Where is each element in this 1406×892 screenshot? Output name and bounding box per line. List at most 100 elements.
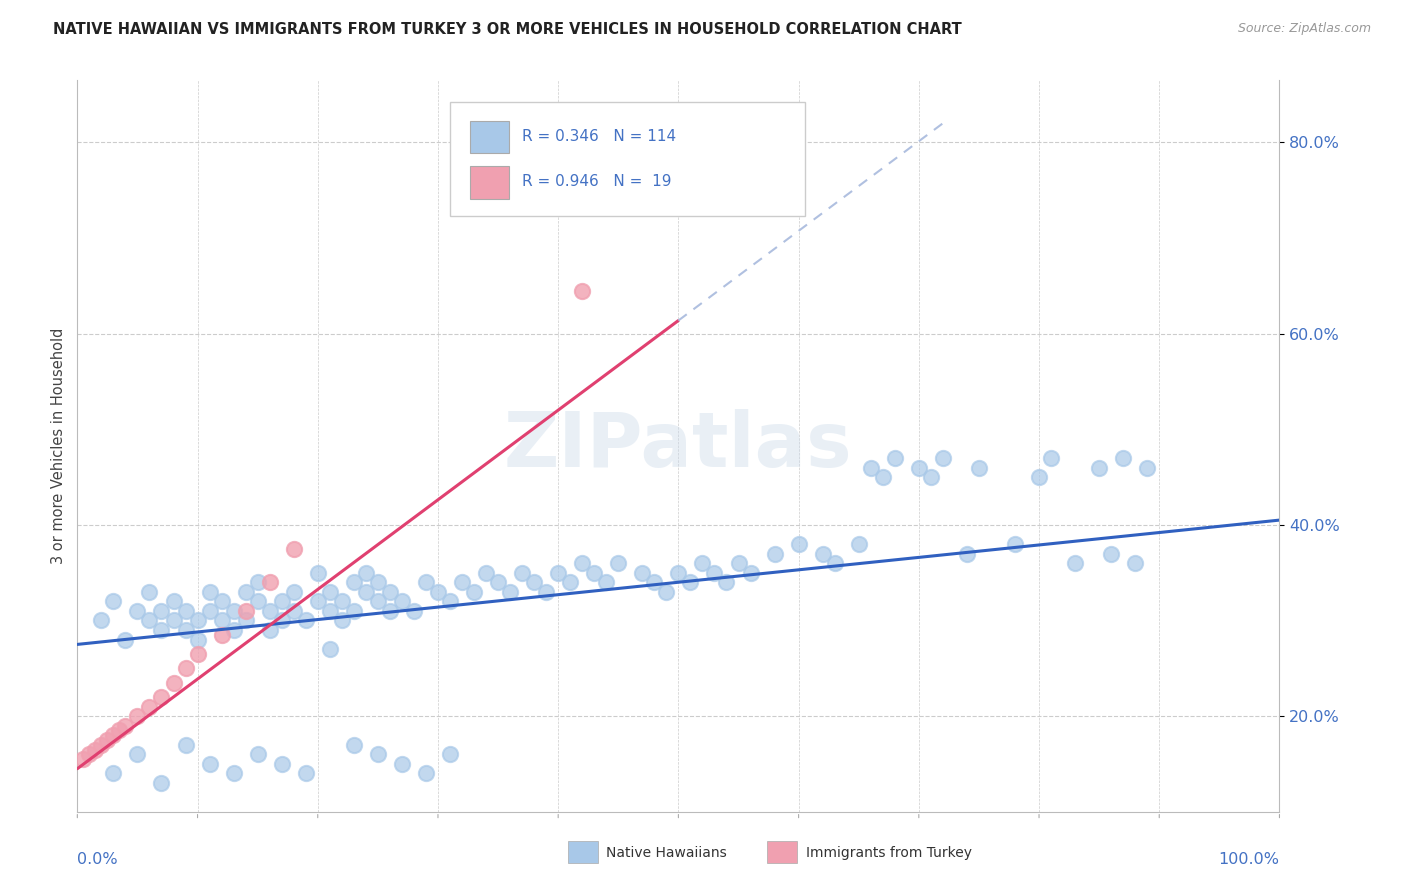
Point <box>72 752 94 766</box>
Point <box>270 614 292 628</box>
Point <box>716 575 738 590</box>
Point <box>343 738 366 752</box>
Point <box>162 614 184 628</box>
Point <box>235 584 257 599</box>
Point <box>283 584 305 599</box>
Point <box>174 604 197 618</box>
Text: R = 0.946   N =  19: R = 0.946 N = 19 <box>522 175 672 189</box>
Point <box>259 604 281 618</box>
Text: Source: ZipAtlas.com: Source: ZipAtlas.com <box>1237 22 1371 36</box>
Point <box>150 623 173 637</box>
Point <box>174 623 197 637</box>
FancyBboxPatch shape <box>471 120 509 153</box>
Point <box>811 547 834 561</box>
Point <box>415 766 437 780</box>
Point <box>235 614 257 628</box>
Point <box>330 594 353 608</box>
Point <box>367 575 389 590</box>
Point <box>150 776 173 790</box>
Point <box>343 604 366 618</box>
FancyBboxPatch shape <box>471 166 509 199</box>
Point <box>668 566 690 580</box>
Point <box>883 450 905 465</box>
Point <box>222 623 245 637</box>
Point <box>343 575 366 590</box>
Text: 100.0%: 100.0% <box>1219 852 1279 867</box>
Point <box>319 642 342 657</box>
Point <box>186 647 209 661</box>
Point <box>451 575 474 590</box>
Point <box>246 594 269 608</box>
Text: 0.0%: 0.0% <box>77 852 118 867</box>
Point <box>1028 470 1050 484</box>
Point <box>127 709 149 723</box>
Point <box>127 747 149 762</box>
Point <box>307 594 329 608</box>
Point <box>571 284 593 298</box>
Point <box>463 584 485 599</box>
Point <box>956 547 979 561</box>
Point <box>103 728 125 742</box>
Point <box>127 604 149 618</box>
Point <box>643 575 665 590</box>
Point <box>1099 547 1122 561</box>
Point <box>90 738 112 752</box>
Point <box>198 584 221 599</box>
Point <box>84 742 107 756</box>
Point <box>703 566 725 580</box>
Point <box>162 594 184 608</box>
Point <box>1040 450 1063 465</box>
Point <box>114 632 136 647</box>
Point <box>932 450 955 465</box>
Point <box>415 575 437 590</box>
Point <box>138 699 160 714</box>
Point <box>246 747 269 762</box>
Point <box>859 460 882 475</box>
Point <box>211 614 233 628</box>
Point <box>378 604 401 618</box>
Point <box>692 556 714 570</box>
Point <box>607 556 630 570</box>
Point <box>108 723 131 738</box>
Point <box>824 556 846 570</box>
Point <box>246 575 269 590</box>
Point <box>920 470 942 484</box>
Point <box>1004 537 1026 551</box>
Point <box>1112 450 1135 465</box>
Point <box>198 604 221 618</box>
Point <box>486 575 509 590</box>
Point <box>270 756 292 771</box>
Point <box>740 566 762 580</box>
Point <box>534 584 557 599</box>
Point <box>283 541 305 556</box>
Point <box>138 584 160 599</box>
Point <box>499 584 522 599</box>
Point <box>162 675 184 690</box>
Point <box>186 632 209 647</box>
Point <box>222 604 245 618</box>
Point <box>319 604 342 618</box>
Point <box>1123 556 1146 570</box>
Point <box>655 584 678 599</box>
Point <box>547 566 569 580</box>
Point <box>727 556 749 570</box>
Point <box>763 547 786 561</box>
Text: Native Hawaiians: Native Hawaiians <box>606 846 727 860</box>
Point <box>439 594 461 608</box>
Point <box>222 766 245 780</box>
Point <box>631 566 654 580</box>
Point <box>427 584 450 599</box>
Point <box>138 614 160 628</box>
Point <box>150 690 173 704</box>
Point <box>150 604 173 618</box>
Point <box>186 614 209 628</box>
FancyBboxPatch shape <box>768 841 797 863</box>
Point <box>354 566 377 580</box>
Point <box>679 575 702 590</box>
Point <box>367 747 389 762</box>
Point <box>198 756 221 771</box>
Point <box>103 594 125 608</box>
Point <box>330 614 353 628</box>
Point <box>270 594 292 608</box>
FancyBboxPatch shape <box>450 103 804 216</box>
